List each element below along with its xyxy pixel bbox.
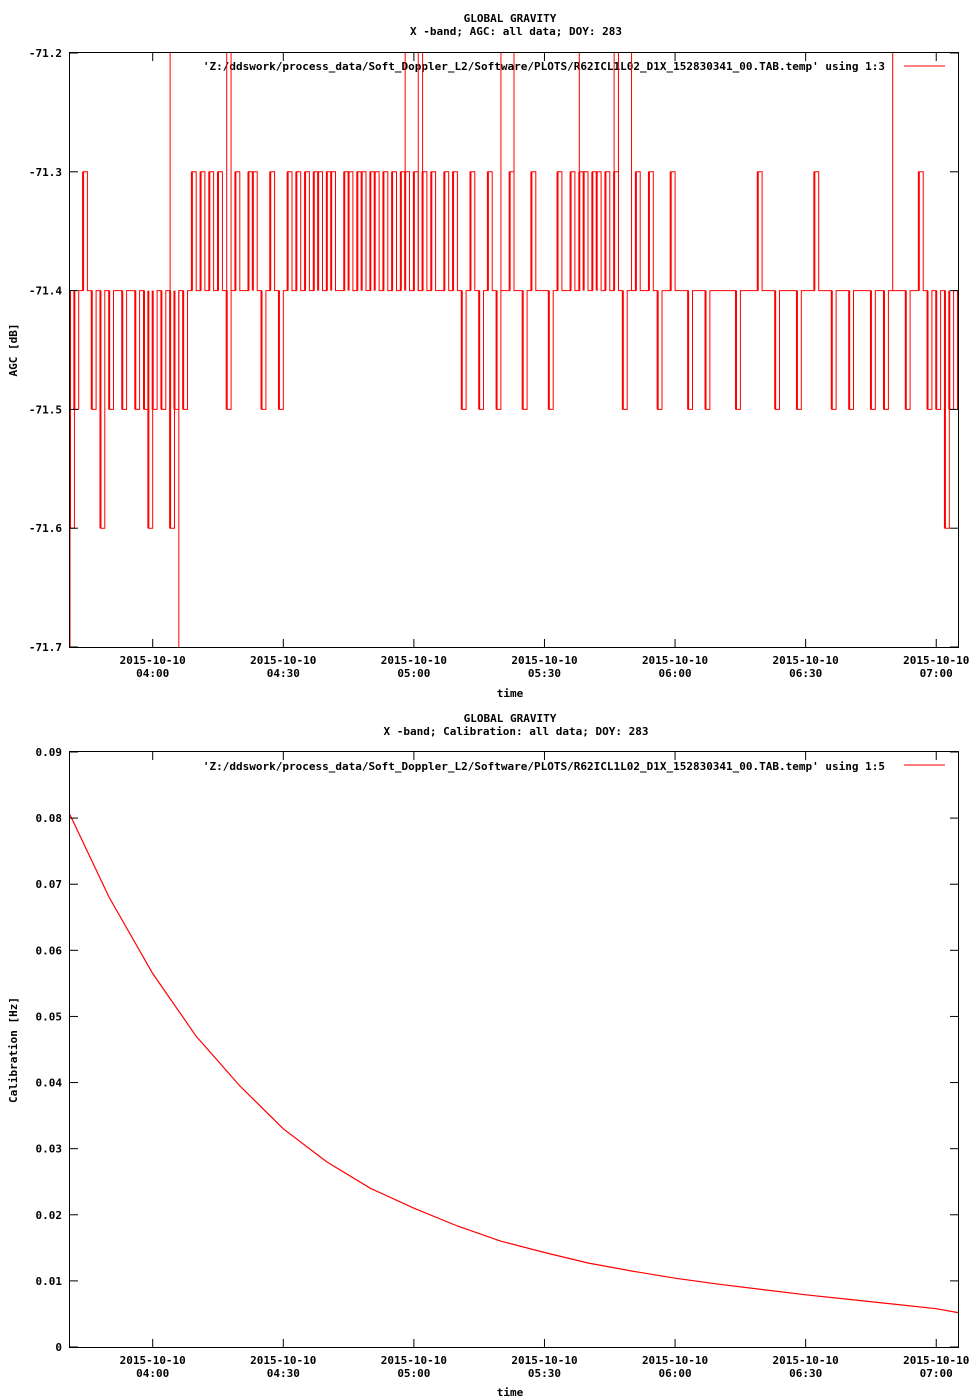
legend-label: 'Z:/ddswork/process_data/Soft_Doppler_L2… (203, 60, 885, 73)
y-tick-label: 0.05 (36, 1010, 63, 1023)
x-tick-label-time: 04:00 (136, 1367, 169, 1380)
x-tick-label-time: 06:30 (789, 667, 822, 680)
chart-title: GLOBAL GRAVITY (464, 12, 557, 25)
x-tick-label-date: 2015-10-10 (903, 1354, 969, 1367)
x-tick-label-date: 2015-10-10 (773, 654, 839, 667)
y-tick-label: 0.04 (36, 1077, 63, 1090)
y-tick-label: -71.7 (29, 641, 62, 654)
x-tick-label-date: 2015-10-10 (511, 1354, 577, 1367)
y-tick-label: 0.09 (36, 746, 63, 759)
y-tick-label: 0 (55, 1341, 62, 1354)
x-tick-label-date: 2015-10-10 (903, 654, 969, 667)
x-tick-label-time: 04:00 (136, 667, 169, 680)
x-axis-label: time (497, 687, 524, 700)
x-axis-ticks: 2015-10-1004:002015-10-1004:302015-10-10… (120, 752, 969, 1380)
y-tick-label: 0.01 (36, 1275, 63, 1288)
x-tick-label-date: 2015-10-10 (250, 1354, 316, 1367)
agc-series-marks (69, 53, 959, 647)
chart-title: GLOBAL GRAVITY (464, 712, 557, 725)
x-tick-label-time: 04:30 (267, 1367, 300, 1380)
x-tick-label-time: 04:30 (267, 667, 300, 680)
calibration-series-marks (69, 814, 959, 1314)
y-tick-label: -71.2 (29, 47, 62, 60)
x-tick-label-time: 07:00 (920, 667, 953, 680)
x-tick-label-date: 2015-10-10 (250, 654, 316, 667)
x-tick-label-date: 2015-10-10 (773, 1354, 839, 1367)
y-tick-label: 0.02 (36, 1209, 63, 1222)
x-tick-label-date: 2015-10-10 (120, 654, 186, 667)
y-tick-label: -71.5 (29, 403, 62, 416)
y-tick-label: 0.07 (36, 878, 63, 891)
agc-chart: GLOBAL GRAVITY X -band; AGC: all data; D… (7, 12, 969, 700)
plot-frame (69, 751, 959, 1348)
y-tick-label: -71.4 (29, 285, 62, 298)
calibration-chart: GLOBAL GRAVITY X -band; Calibration: all… (7, 712, 969, 1399)
y-axis-label: Calibration [Hz] (7, 997, 20, 1103)
x-tick-label-time: 05:30 (528, 1367, 561, 1380)
y-tick-label: -71.3 (29, 166, 62, 179)
x-axis-label: time (497, 1386, 524, 1399)
y-tick-label: 0.03 (36, 1143, 63, 1156)
x-tick-label-time: 07:00 (920, 1367, 953, 1380)
y-tick-label: 0.06 (36, 944, 63, 957)
x-tick-label-time: 05:00 (397, 1367, 430, 1380)
x-tick-label-time: 06:00 (658, 667, 691, 680)
x-tick-label-date: 2015-10-10 (381, 654, 447, 667)
x-tick-label-date: 2015-10-10 (120, 1354, 186, 1367)
chart-subtitle: X -band; Calibration: all data; DOY: 283 (384, 725, 649, 738)
x-tick-label-time: 05:30 (528, 667, 561, 680)
y-axis-label: AGC [dB] (7, 324, 20, 377)
x-tick-label-time: 06:30 (789, 1367, 822, 1380)
x-tick-label-date: 2015-10-10 (511, 654, 577, 667)
x-tick-label-date: 2015-10-10 (381, 1354, 447, 1367)
agc-series-line (70, 171, 959, 529)
y-axis-ticks: 0.09 0.08 0.07 0.06 0.05 0.04 0.03 0.02 0.01 0 (36, 746, 958, 1354)
x-tick-label-time: 05:00 (397, 667, 430, 680)
chart-subtitle: X -band; AGC: all data; DOY: 283 (410, 25, 622, 38)
y-axis-ticks: -71.2 -71.3 -71.4 -71.5 -71.6 -71.7 (29, 47, 958, 654)
calibration-series-line (69, 814, 959, 1314)
y-tick-label: -71.6 (29, 522, 62, 535)
x-tick-label-date: 2015-10-10 (642, 654, 708, 667)
y-tick-label: 0.08 (36, 812, 63, 825)
x-tick-label-time: 06:00 (658, 1367, 691, 1380)
legend-label: 'Z:/ddswork/process_data/Soft_Doppler_L2… (203, 760, 885, 773)
x-tick-label-date: 2015-10-10 (642, 1354, 708, 1367)
plot-frame (69, 52, 959, 648)
x-axis-ticks: 2015-10-1004:002015-10-1004:302015-10-10… (120, 53, 969, 680)
